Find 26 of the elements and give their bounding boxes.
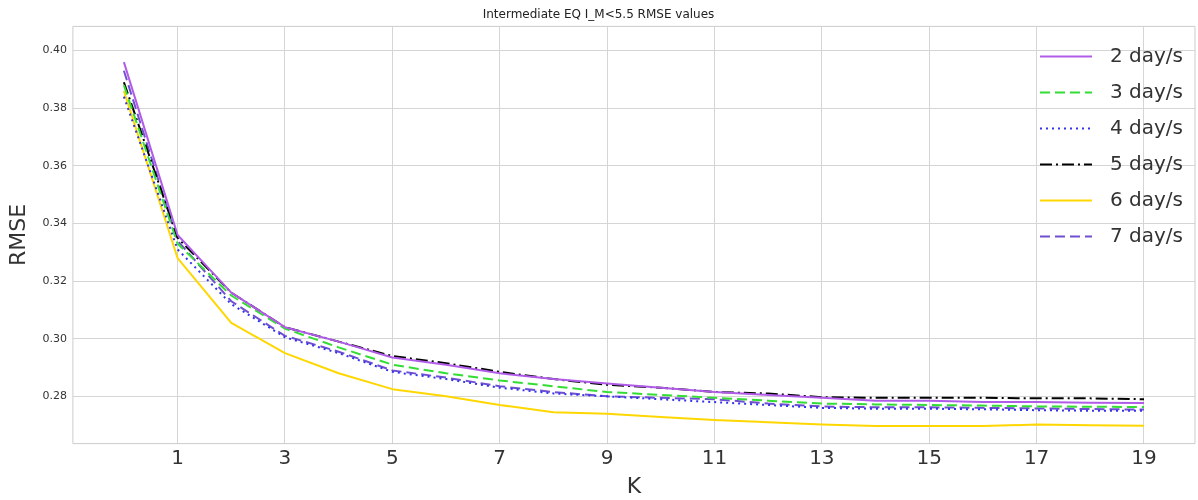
y-axis-title: RMSE [4, 203, 30, 267]
x-axis-title: K [626, 472, 642, 498]
y-tick-label: 0.30 [42, 331, 67, 345]
x-tick-label: 19 [1131, 444, 1157, 469]
y-tick-label: 0.40 [42, 43, 67, 57]
chart-title: Intermediate EQ I_M<5.5 RMSE values [482, 7, 715, 22]
x-tick-label: 17 [1023, 444, 1050, 469]
legend-label: 4 day/s [1109, 114, 1183, 139]
y-tick-label: 0.36 [42, 158, 67, 172]
x-tick-label: 1 [171, 444, 184, 469]
legend-label: 6 day/s [1109, 186, 1183, 211]
x-tick-label: 5 [385, 444, 399, 469]
x-tick-label: 7 [493, 444, 507, 469]
y-tick-label: 0.32 [42, 273, 67, 287]
y-tick-label: 0.28 [42, 389, 67, 403]
y-tick-label: 0.38 [42, 101, 67, 115]
x-tick-label: 13 [809, 444, 835, 469]
x-tick-label: 15 [916, 444, 942, 469]
y-tick-label: 0.34 [42, 216, 67, 230]
x-tick-label: 3 [278, 444, 292, 469]
legend-label: 7 day/s [1109, 222, 1183, 247]
x-tick-label: 9 [600, 444, 614, 469]
legend-label: 2 day/s [1109, 42, 1183, 67]
legend-label: 5 day/s [1109, 150, 1183, 175]
legend-label: 3 day/s [1109, 78, 1183, 103]
x-tick-label: 11 [701, 444, 728, 469]
